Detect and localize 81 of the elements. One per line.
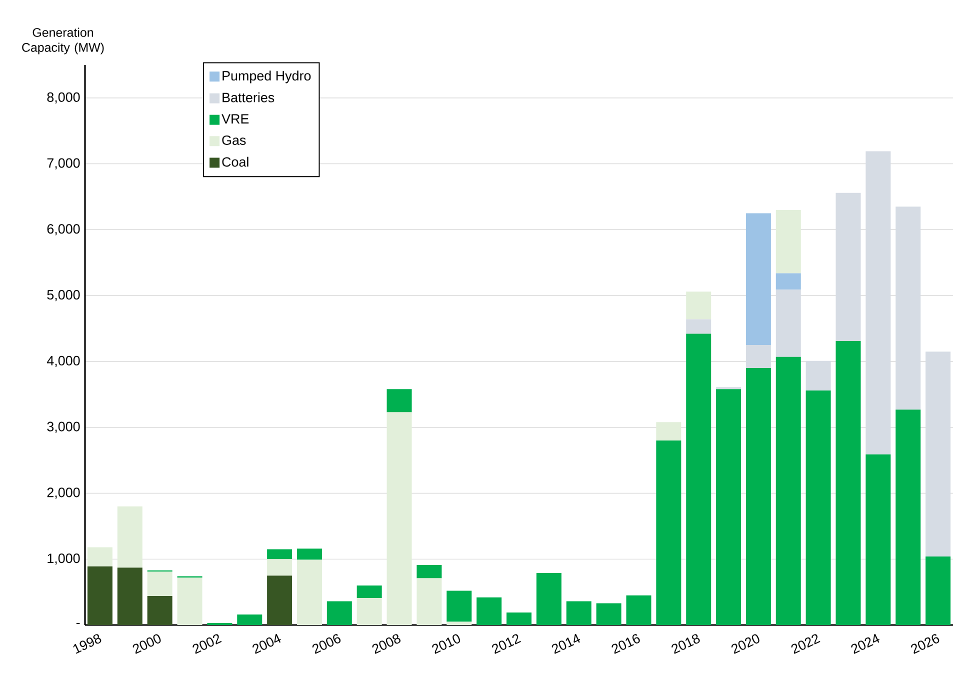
bar [446, 590, 472, 622]
bar [806, 360, 831, 390]
bar [686, 334, 712, 625]
x-tick-label: 2016 [612, 634, 640, 654]
bar [926, 352, 951, 556]
bar [296, 548, 322, 560]
legend-label: Batteries [222, 92, 274, 102]
x-tick-label: 2022 [791, 634, 820, 654]
bar [267, 576, 292, 625]
legend-label: Pumped Hydro [222, 70, 311, 84]
x-tick-label: 2020 [731, 634, 760, 654]
bar [776, 273, 801, 290]
x-tick-label: 2018 [672, 634, 700, 654]
bar [776, 210, 801, 274]
bar [87, 547, 112, 566]
bar [836, 192, 861, 342]
y-tick-label: 8,000 [47, 92, 80, 104]
bar [866, 454, 891, 625]
bar [476, 597, 502, 625]
x-tick-label: 2004 [252, 634, 281, 654]
y-tick-label: 2,000 [47, 488, 80, 499]
bar [776, 356, 801, 625]
bar [416, 578, 442, 625]
bar [776, 290, 801, 357]
y-tick-label: 3,000 [47, 422, 80, 433]
y-tick-label: 4,000 [46, 356, 80, 368]
x-tick-label: 2006 [312, 634, 341, 654]
bar [836, 341, 861, 625]
bar [506, 612, 532, 625]
x-tick-label: 2010 [432, 634, 460, 654]
legend-label: Coal [222, 156, 248, 167]
bar [147, 596, 172, 625]
x-tick-label: 2000 [132, 634, 161, 654]
bar [596, 603, 622, 625]
bar [386, 412, 412, 625]
y-tick-label: 7,000 [47, 158, 80, 170]
bar [686, 292, 712, 320]
bar [416, 565, 442, 578]
bar [326, 601, 352, 625]
bar [386, 389, 412, 412]
x-tick-label: 1998 [73, 634, 102, 654]
bar [356, 598, 382, 625]
x-tick-label: 2026 [911, 634, 940, 654]
x-tick-label: 2008 [372, 634, 400, 654]
bar [566, 601, 592, 625]
legend-label: Gas [222, 135, 246, 145]
bar [656, 422, 682, 441]
legend-label: VRE [222, 114, 249, 124]
bar [177, 578, 202, 625]
bar [686, 319, 712, 334]
bar [746, 213, 771, 345]
bar [536, 572, 562, 625]
bar [896, 410, 921, 625]
x-tick-label: 2024 [851, 634, 880, 654]
bar [117, 506, 142, 568]
bar [356, 585, 382, 598]
y-tick-label: 1,000 [48, 554, 80, 565]
bar [716, 389, 742, 625]
bar [267, 559, 292, 576]
y-axis-title: Generation Capacity (MW) [22, 28, 104, 54]
bar [896, 206, 921, 410]
x-tick-label: 2002 [192, 634, 222, 654]
x-tick-label: 2014 [552, 634, 580, 654]
y-tick-label: - [76, 622, 80, 624]
y-tick-label: 5,000 [47, 290, 80, 302]
bar [296, 560, 322, 625]
bar [806, 390, 831, 625]
bar [267, 549, 292, 560]
y-tick-label: 6,000 [47, 224, 80, 236]
bar [87, 566, 112, 625]
bar [746, 345, 771, 368]
bar [117, 568, 142, 625]
bar [446, 622, 472, 625]
bar [237, 614, 262, 625]
bar [926, 556, 951, 625]
x-tick-label: 2012 [492, 634, 521, 654]
bar [147, 572, 172, 596]
bar [656, 440, 682, 625]
bar [866, 151, 891, 454]
bar [626, 595, 652, 625]
bar [746, 368, 771, 625]
